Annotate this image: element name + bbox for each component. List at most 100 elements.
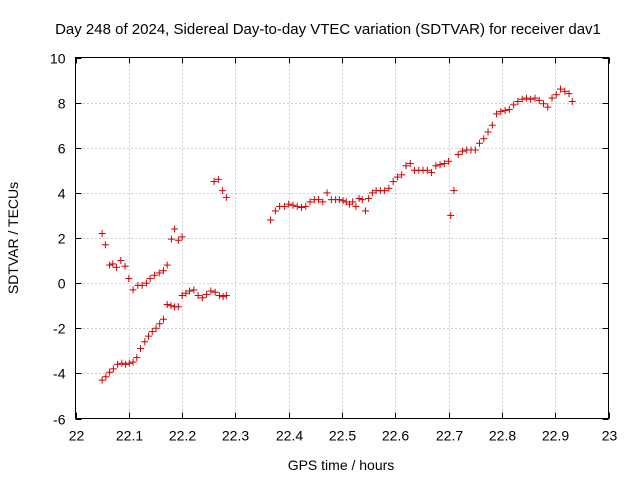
y-tick-label: 2 (58, 231, 66, 247)
data-point (539, 100, 547, 108)
data-point (355, 195, 363, 203)
data-point (548, 94, 556, 102)
data-point (138, 281, 146, 289)
data-point (385, 184, 393, 192)
data-point (219, 293, 227, 301)
y-tick-label: 6 (58, 141, 66, 157)
data-point (510, 101, 518, 109)
data-point (271, 207, 279, 215)
data-point (458, 147, 466, 155)
data-point (447, 211, 455, 219)
data-point (211, 288, 219, 296)
data-point (361, 207, 369, 215)
data-point (514, 97, 522, 105)
data-point (493, 110, 501, 118)
data-point (117, 257, 125, 265)
x-tick-label: 22.6 (382, 428, 409, 444)
x-tick-label: 22.3 (222, 428, 249, 444)
data-point (122, 360, 130, 368)
data-point (148, 328, 156, 336)
data-point (423, 166, 431, 174)
data-point (285, 200, 293, 208)
data-point (561, 87, 569, 95)
data-point (182, 289, 190, 297)
data-point (98, 376, 106, 384)
data-point (544, 103, 552, 111)
data-point (214, 175, 222, 183)
data-point (125, 359, 133, 367)
data-point (129, 286, 137, 294)
data-point (145, 332, 153, 340)
data-point (315, 196, 323, 204)
data-point (109, 260, 117, 268)
data-point (454, 151, 462, 159)
data-point (302, 202, 310, 210)
data-point (118, 359, 126, 367)
data-point (450, 187, 458, 195)
data-point (381, 187, 389, 195)
data-point (133, 354, 141, 362)
data-point (501, 107, 509, 115)
data-point (106, 261, 114, 269)
data-point (101, 241, 109, 249)
data-point (129, 358, 137, 366)
data-point (352, 202, 360, 210)
data-point (194, 292, 202, 300)
x-tick-label: 22 (69, 428, 85, 444)
data-point (365, 195, 373, 203)
data-point (137, 345, 145, 353)
plot-frame (75, 57, 609, 419)
data-point (306, 198, 314, 206)
data-point (171, 225, 179, 233)
data-point (159, 315, 167, 323)
data-point (152, 324, 160, 332)
x-tick-label: 22.9 (542, 428, 569, 444)
data-point (445, 157, 453, 165)
data-point (398, 171, 406, 179)
data-point (389, 178, 397, 186)
data-point (319, 198, 327, 206)
data-point (267, 216, 275, 224)
grid-lines (75, 57, 609, 419)
data-point (293, 202, 301, 210)
data-point (565, 90, 573, 98)
x-axis-label: GPS time / hours (288, 457, 395, 473)
data-point (349, 198, 357, 206)
data-point (167, 235, 175, 243)
data-point (527, 95, 535, 103)
data-point (393, 173, 401, 181)
x-tick-label: 23 (602, 428, 618, 444)
data-point (471, 146, 479, 154)
data-point (141, 338, 149, 346)
data-point (155, 269, 163, 277)
data-point (186, 287, 194, 295)
axis-ticks: 22 22.1 22.2 22.3 22.4 22.5 22.6 22.7 22.8 22.9 23… (50, 51, 618, 444)
y-tick-label: -2 (53, 321, 66, 337)
x-tick-label: 22.1 (116, 428, 143, 444)
data-point (480, 135, 488, 143)
data-point (518, 95, 526, 103)
data-point (215, 292, 223, 300)
data-point (222, 193, 230, 201)
data-point (203, 290, 211, 298)
data-point (121, 262, 129, 270)
data-point (368, 189, 376, 197)
data-point (323, 189, 331, 197)
data-point (198, 294, 206, 302)
data-points (98, 85, 576, 384)
data-point (159, 267, 167, 275)
data-point (568, 97, 576, 105)
data-point (297, 204, 305, 212)
data-point (163, 301, 171, 309)
data-point (113, 263, 121, 271)
data-point (402, 162, 410, 170)
data-point (339, 197, 347, 205)
data-point (174, 236, 182, 244)
data-point (522, 94, 530, 102)
data-point (219, 187, 227, 195)
data-point (98, 229, 106, 237)
data-point (178, 233, 186, 241)
data-point (150, 271, 158, 279)
data-point (358, 196, 366, 204)
